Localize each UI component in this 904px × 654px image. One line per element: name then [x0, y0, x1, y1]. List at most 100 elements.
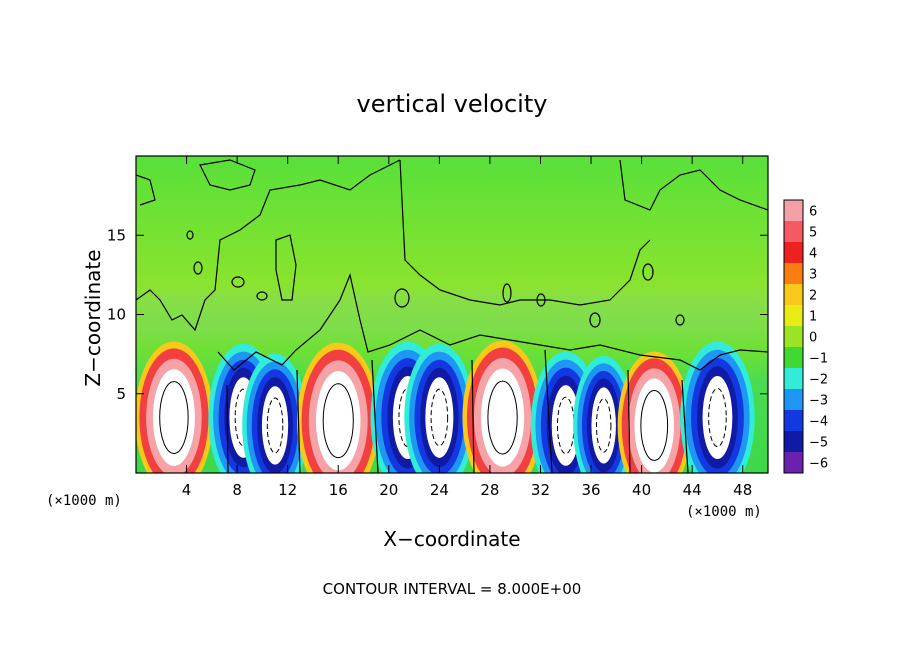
contour-blob	[536, 293, 546, 307]
downdraft-cell	[404, 343, 475, 473]
x-axis-label: X−coordinate	[383, 527, 520, 551]
zero-contour-line	[296, 369, 301, 473]
colorbar-label: 1	[809, 310, 817, 325]
y-axis-label: Z−coordinate	[81, 249, 105, 386]
z-unit-label: (×1000 m)	[46, 493, 122, 509]
colorbar-label: −2	[809, 373, 828, 388]
x-axis-ticks: 4 8 12 16 20 24 28 32 36 40 44 48	[182, 156, 752, 499]
colorbar-swatch	[784, 305, 803, 327]
cell-contour	[640, 390, 669, 461]
colorbar-swatch	[784, 326, 803, 348]
colorbar-label: −1	[809, 352, 828, 367]
colorbar-swatch	[784, 347, 803, 369]
colorbar-frame	[783, 199, 804, 474]
zero-contour-line	[627, 369, 631, 473]
contour-blob	[193, 261, 203, 275]
x-tick-label: 44	[683, 481, 702, 499]
y-tick-label: 5	[116, 385, 126, 403]
zero-contour-line	[399, 159, 651, 306]
colorbar-label: 4	[809, 247, 817, 262]
cell-contour	[430, 388, 449, 447]
colorbar-label: 6	[809, 205, 817, 220]
transition-band	[136, 292, 768, 338]
cell-contour	[322, 383, 354, 459]
contour-blob	[502, 283, 512, 303]
x-tick-label: 32	[531, 481, 550, 499]
zero-contour-line	[471, 359, 475, 473]
x-tick-label: 36	[581, 481, 600, 499]
velocity-cells	[136, 340, 755, 473]
cell-core	[551, 385, 580, 466]
downdraft-cell	[573, 355, 635, 473]
colorbar-swatch	[784, 452, 803, 474]
cell-core	[315, 370, 361, 471]
colorbar-label: 5	[809, 226, 817, 241]
contour-blob	[675, 314, 685, 326]
chart-title: vertical velocity	[357, 90, 548, 118]
colorbar: 6 5 4 3 2 1 0 −1 −2 −3 −4 −5 −6	[783, 199, 828, 474]
updraft-cell	[617, 351, 691, 473]
updraft-cell	[462, 340, 543, 473]
zero-contour-lines	[136, 159, 768, 473]
zero-contour-line	[544, 349, 553, 473]
x-tick-label: 28	[480, 481, 499, 499]
contour-blob	[231, 276, 245, 288]
x-tick-label: 24	[430, 481, 449, 499]
y-axis-ticks: 5 10 15	[107, 226, 768, 403]
zero-contour-line	[217, 272, 768, 371]
cell-contour	[487, 380, 518, 455]
colorbar-label: −6	[809, 457, 828, 472]
zero-contour-line	[136, 159, 401, 332]
contour-interval-note: CONTOUR INTERVAL = 8.000E+00	[323, 580, 582, 598]
x-unit-label: (×1000 m)	[686, 504, 762, 520]
x-tick-label: 20	[379, 481, 398, 499]
x-tick-label: 48	[733, 481, 752, 499]
zero-contour-line	[226, 384, 229, 473]
x-tick-label: 8	[232, 481, 242, 499]
x-tick-label: 16	[329, 481, 348, 499]
y-tick-label: 15	[107, 226, 126, 244]
colorbar-swatch	[784, 368, 803, 390]
x-tick-label: 4	[182, 481, 192, 499]
colorbar-label: 2	[809, 289, 817, 304]
cell-core	[261, 386, 289, 465]
cell-core	[702, 376, 733, 459]
colorbar-swatch	[784, 221, 803, 243]
cell-contour	[595, 398, 612, 453]
zero-contour-line	[371, 359, 379, 473]
colorbar-label: 0	[809, 331, 817, 346]
colorbar-swatch	[784, 389, 803, 411]
zero-contour-line	[275, 234, 297, 301]
zero-contour-line	[619, 159, 768, 211]
contour-blob	[394, 288, 410, 308]
zero-contour-line	[199, 159, 256, 191]
cell-contour	[159, 381, 189, 454]
colorbar-label: −4	[809, 415, 828, 430]
cell-core	[425, 377, 454, 458]
contour-blob	[256, 291, 268, 301]
x-tick-label: 40	[632, 481, 651, 499]
colorbar-swatch	[784, 410, 803, 432]
x-tick-label: 12	[278, 481, 297, 499]
colorbar-label: −5	[809, 436, 828, 451]
contour-blob	[186, 230, 194, 240]
cell-contour	[266, 397, 284, 454]
downdraft-cell	[680, 341, 755, 473]
cell-core	[591, 387, 616, 464]
colorbar-swatch	[784, 242, 803, 264]
contour-blob	[642, 263, 654, 281]
contour-blob	[589, 312, 601, 328]
colorbar-swatch	[784, 263, 803, 285]
y-tick-label: 10	[107, 306, 126, 324]
updraft-cell	[136, 341, 213, 473]
updraft-cell	[296, 342, 380, 473]
zero-contour-line	[136, 174, 156, 206]
colorbar-label: 3	[809, 268, 817, 283]
colorbar-swatch	[784, 200, 803, 222]
colorbar-label: −3	[809, 394, 828, 409]
downdraft-cell	[242, 353, 308, 473]
colorbar-swatch	[784, 431, 803, 453]
colorbar-swatch	[784, 284, 803, 306]
